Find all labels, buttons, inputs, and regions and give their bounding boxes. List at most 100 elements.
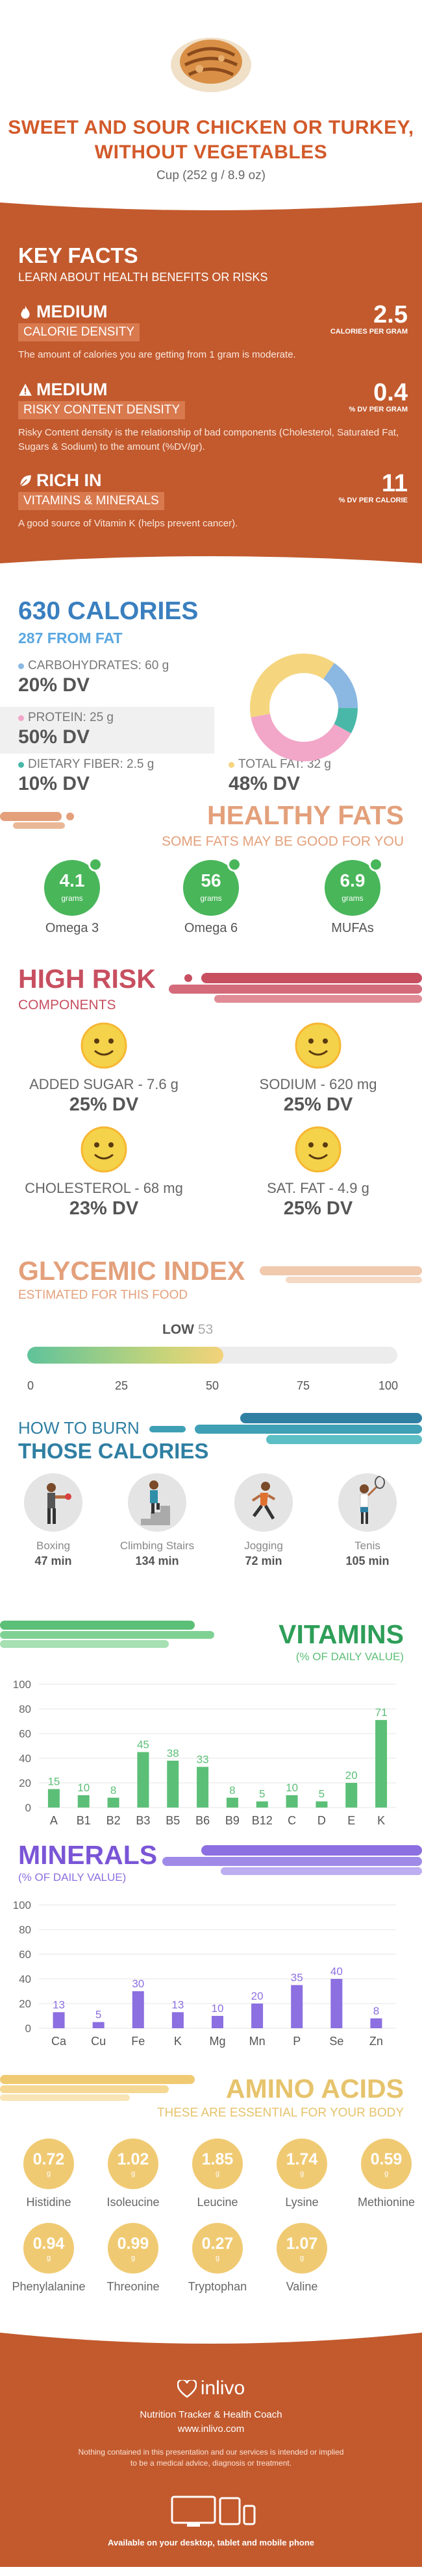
- fat-unit: grams: [341, 894, 364, 903]
- legend-dot: [229, 761, 234, 768]
- bar-value-label: 45: [137, 1739, 149, 1751]
- amino-unit: g: [215, 2254, 220, 2262]
- boxing-icon: [24, 1473, 82, 1532]
- amino-name: Leucine: [197, 2196, 238, 2209]
- x-tick-label: B12: [252, 1814, 273, 1827]
- y-tick-label: 0: [25, 1802, 31, 1814]
- fat-unit: grams: [200, 894, 222, 903]
- bar: [171, 2012, 184, 2028]
- risk-name: SODIUM - 620 mg: [259, 1076, 377, 1092]
- key-fact-unit: CALORIES PER GRAM: [330, 328, 408, 336]
- y-tick-label: 80: [19, 1703, 31, 1715]
- bar-value-label: 13: [53, 1998, 65, 2011]
- high-risk-subtitle: COMPONENTS: [18, 998, 116, 1012]
- nutrient-highlight-band: [0, 707, 214, 754]
- glycemic-bar: [27, 1347, 397, 1364]
- activity-minutes: 105 min: [345, 1554, 390, 1567]
- donut-slice: [334, 707, 358, 733]
- inlivo-logo[interactable]: inlivo: [0, 2377, 422, 2399]
- wave-divider: [0, 556, 422, 575]
- fat-omega-3: 4.1 grams Omega 3: [23, 857, 121, 936]
- amino-acid-item: 1.74 g Lysine: [260, 2139, 344, 2209]
- stairs-icon: [128, 1473, 186, 1532]
- jogging-icon: [234, 1473, 293, 1532]
- footer-tagline: Nutrition Tracker & Health Coach: [140, 2409, 282, 2420]
- bar: [197, 1767, 209, 1808]
- key-fact-risky-density: MEDIUM RISKY CONTENT DENSITY 0.4 % DV PE…: [18, 380, 408, 454]
- risk-added-sugar: ADDED SUGAR - 7.6 g 25% DV: [6, 1022, 201, 1116]
- amino-name: Methionine: [357, 2196, 416, 2209]
- legend-dot: [18, 761, 24, 768]
- bar-value-label: 35: [291, 1972, 303, 1984]
- amino-value: 1.02: [117, 2150, 149, 2168]
- donut-slice: [251, 713, 351, 761]
- amino-name: Valine: [286, 2280, 318, 2293]
- bar: [132, 1991, 144, 2028]
- risk-dv: 25% DV: [283, 1094, 353, 1115]
- activity-jogging: Jogging 72 min: [218, 1473, 309, 1568]
- high-risk-title: HIGH RISK: [18, 964, 156, 994]
- burn-title-line1: HOW TO BURN: [18, 1418, 140, 1438]
- fat-value: 6.9: [340, 870, 366, 890]
- amino-acid-item: 0.94 g Phenylalanine: [6, 2223, 91, 2294]
- badge-dot: [227, 857, 242, 872]
- smiley-icon: [81, 1126, 127, 1173]
- risk-dv: 25% DV: [283, 1198, 353, 1219]
- x-tick-label: K: [174, 2035, 182, 2048]
- minerals-bar-chart: 0 20 40 60 80 100 13 Ca 5 Cu 30 Fe 13 K 10 Mg 20 Mn 35 P 40 S…: [13, 1899, 396, 2048]
- footer: inlivo Nutrition Tracker & Health Coach …: [0, 2326, 422, 2567]
- calories-donut-chart: [250, 654, 358, 761]
- amino-unit: g: [130, 2254, 136, 2262]
- amino-unit: g: [46, 2254, 51, 2262]
- fat-value: 56: [201, 870, 221, 890]
- amino-name: Histidine: [26, 2196, 71, 2209]
- decorative-stripes: [260, 1266, 422, 1283]
- scale-tick: 75: [296, 1379, 310, 1392]
- key-fact-description: Risky Content density is the relationshi…: [18, 427, 399, 452]
- glycemic-subtitle: ESTIMATED FOR THIS FOOD: [18, 1288, 188, 1302]
- decorative-stripes: [169, 973, 422, 1003]
- warning-icon: [19, 383, 32, 396]
- activity-minutes: 134 min: [135, 1554, 179, 1567]
- serving-size: Cup (252 g / 8.9 oz): [156, 169, 266, 182]
- bar-value-label: 40: [330, 1965, 343, 1978]
- bar: [53, 2012, 65, 2028]
- tennis-icon: [338, 1473, 397, 1532]
- activity-name: Boxing: [36, 1539, 70, 1552]
- risk-name: ADDED SUGAR - 7.6 g: [29, 1076, 179, 1092]
- x-tick-label: Zn: [369, 2035, 383, 2048]
- key-fact-unit: % DV PER GRAM: [349, 406, 408, 413]
- wave-divider: [0, 2326, 422, 2344]
- key-fact-description: The amount of calories you are getting f…: [18, 349, 296, 360]
- footer-website[interactable]: www.inlivo.com: [177, 2423, 245, 2435]
- page-title: SWEET AND SOUR CHICKEN OR TURKEY, WITHOU…: [8, 117, 414, 163]
- footer-disclaimer: Nothing contained in this presentation a…: [78, 2447, 344, 2457]
- calories-section: 630 CALORIES 287 FROM FAT CARBOHYDRATES:…: [0, 587, 422, 794]
- bar: [330, 1979, 343, 2028]
- x-tick-label: A: [50, 1814, 58, 1827]
- healthy-fats-subtitle: SOME FATS MAY BE GOOD FOR YOU: [161, 834, 404, 849]
- amino-value: 0.72: [32, 2150, 65, 2168]
- bar: [107, 1797, 119, 1808]
- y-tick-label: 0: [25, 2022, 31, 2035]
- x-tick-label: P: [293, 2035, 301, 2048]
- bar-value-label: 5: [95, 2009, 101, 2021]
- healthy-fats-section: HEALTHY FATS SOME FATS MAY BE GOOD FOR Y…: [0, 782, 422, 957]
- bar-value-label: 38: [167, 1747, 179, 1760]
- bar-value-label: 5: [259, 1788, 265, 1800]
- amino-unit: g: [299, 2254, 304, 2262]
- activity-boxing: Boxing 47 min: [8, 1473, 99, 1568]
- risk-dv: 25% DV: [69, 1094, 139, 1115]
- nutrient-dv: 48% DV: [229, 773, 301, 794]
- key-fact-value: 2.5: [373, 301, 408, 328]
- activity-name: Climbing Stairs: [119, 1539, 195, 1552]
- bar-value-label: 10: [77, 1782, 90, 1794]
- nutrient-label: PROTEIN: 25 g: [28, 711, 114, 724]
- risk-dv: 23% DV: [69, 1198, 139, 1219]
- nutrient-dv: 50% DV: [18, 726, 90, 748]
- activity-name: Jogging: [244, 1539, 283, 1552]
- amino-acid-item: 1.85 g Leucine: [175, 2139, 260, 2209]
- food-image: [171, 38, 251, 92]
- amino-value: 0.59: [370, 2150, 403, 2168]
